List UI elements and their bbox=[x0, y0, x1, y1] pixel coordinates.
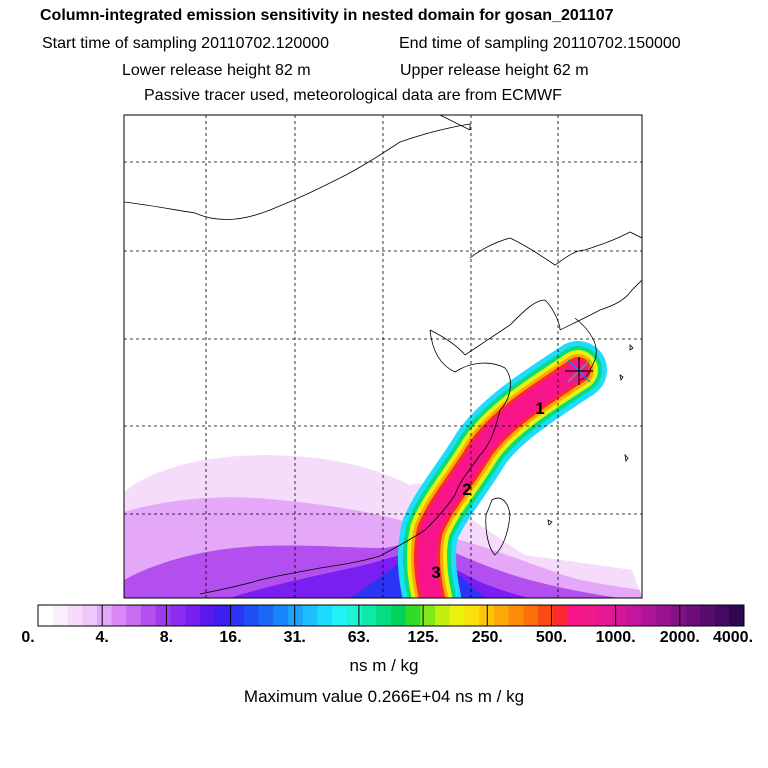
plume-marker-3: 3 bbox=[431, 563, 440, 582]
shandong-coast bbox=[429, 329, 511, 456]
colorbar-segment bbox=[538, 605, 554, 626]
colorbar-label: 0. bbox=[21, 629, 35, 646]
colorbar-segment bbox=[126, 605, 142, 626]
lower-release-height: Lower release height 82 m bbox=[122, 62, 311, 79]
start-time: Start time of sampling 20110702.120000 bbox=[42, 35, 330, 52]
colorbar-segment bbox=[273, 605, 289, 626]
colorbar-segment bbox=[111, 605, 127, 626]
end-time: End time of sampling 20110702.150000 bbox=[399, 35, 681, 52]
colorbar-segment bbox=[420, 605, 436, 626]
colorbar-label: 63. bbox=[347, 629, 371, 646]
colorbar-segment bbox=[155, 605, 171, 626]
colorbar-label: 1000. bbox=[595, 629, 636, 646]
colorbar-label: 4. bbox=[95, 629, 109, 646]
plot-title: Column-integrated emission sensitivity i… bbox=[40, 7, 614, 24]
colorbar-segment bbox=[185, 605, 201, 626]
colorbar-segment bbox=[332, 605, 348, 626]
colorbar-segment bbox=[508, 605, 524, 626]
mongolia-border bbox=[124, 123, 471, 220]
colorbar-segment bbox=[67, 605, 83, 626]
lat-lon-grid bbox=[124, 115, 642, 598]
colorbar-segment bbox=[214, 605, 230, 626]
colorbar-label: 125. bbox=[407, 629, 439, 646]
colorbar-segment bbox=[243, 605, 259, 626]
colorbar-segment bbox=[714, 605, 730, 626]
korean-peninsula bbox=[559, 279, 642, 381]
liaodong-coast bbox=[429, 299, 561, 356]
colorbar-segment bbox=[96, 605, 112, 626]
colorbar-segment bbox=[258, 605, 274, 626]
tracer-info: Passive tracer used, meteorological data… bbox=[144, 87, 562, 104]
colorbar-segment bbox=[376, 605, 392, 626]
colorbar-segment bbox=[626, 605, 642, 626]
colorbar-segment bbox=[449, 605, 465, 626]
colorbar-segment bbox=[405, 605, 421, 626]
colorbar-label: 250. bbox=[471, 629, 503, 646]
colorbar-segment bbox=[302, 605, 318, 626]
coastlines bbox=[124, 115, 642, 595]
upper-release-height: Upper release height 62 m bbox=[400, 62, 589, 79]
colorbar-segment bbox=[611, 605, 627, 626]
colorbar-label: 16. bbox=[219, 629, 242, 646]
colorbar-segment bbox=[52, 605, 68, 626]
colorbar-segment bbox=[288, 605, 304, 626]
colorbar-segment bbox=[523, 605, 539, 626]
colorbar-segment bbox=[82, 605, 98, 626]
colorbar-label: 500. bbox=[535, 629, 568, 646]
sensitivity-field bbox=[124, 341, 642, 598]
islands bbox=[547, 344, 634, 526]
colorbar-segment bbox=[655, 605, 671, 626]
colorbar-units: ns m / kg bbox=[349, 656, 419, 675]
colorbar-segment bbox=[670, 605, 686, 626]
colorbar-segment bbox=[229, 605, 245, 626]
plume-marker-2: 2 bbox=[462, 480, 471, 499]
colorbar-segment bbox=[346, 605, 362, 626]
colorbar-segment bbox=[170, 605, 186, 626]
colorbar-segment bbox=[552, 605, 568, 626]
colorbar-border bbox=[37, 604, 745, 627]
colorbar-segment bbox=[567, 605, 583, 626]
china-east-coast bbox=[199, 454, 481, 595]
colorbar-label: 4000. bbox=[712, 629, 754, 646]
map-frame bbox=[123, 114, 643, 599]
colorbar-segment bbox=[361, 605, 377, 626]
colorbar-segment bbox=[435, 605, 451, 626]
colorbar-segment bbox=[479, 605, 495, 626]
colorbar-segment bbox=[582, 605, 598, 626]
colorbar-segment bbox=[685, 605, 701, 626]
colorbar-segment bbox=[38, 605, 54, 626]
colorbar-segment bbox=[464, 605, 480, 626]
plume-band-magenta bbox=[416, 360, 588, 598]
colorbar bbox=[37, 604, 745, 627]
colorbar-segment bbox=[317, 605, 333, 626]
colorbar-segment bbox=[140, 605, 156, 626]
colorbar-segment bbox=[699, 605, 715, 626]
colorbar-segment bbox=[641, 605, 657, 626]
taiwan bbox=[485, 497, 511, 556]
plume-marker-1: 1 bbox=[535, 399, 544, 418]
maximum-value: Maximum value 0.266E+04 ns m / kg bbox=[243, 687, 525, 706]
northeast-border bbox=[439, 115, 471, 131]
colorbar-segment bbox=[391, 605, 407, 626]
colorbar-label: 2000. bbox=[659, 629, 700, 646]
korea-china-border bbox=[469, 231, 642, 266]
colorbar-label: 31. bbox=[283, 629, 306, 646]
colorbar-segment bbox=[493, 605, 509, 626]
colorbar-segment bbox=[729, 605, 745, 626]
colorbar-segment bbox=[596, 605, 612, 626]
receptor-star-icon bbox=[565, 357, 593, 385]
colorbar-label: 8. bbox=[159, 629, 174, 646]
colorbar-segment bbox=[199, 605, 215, 626]
